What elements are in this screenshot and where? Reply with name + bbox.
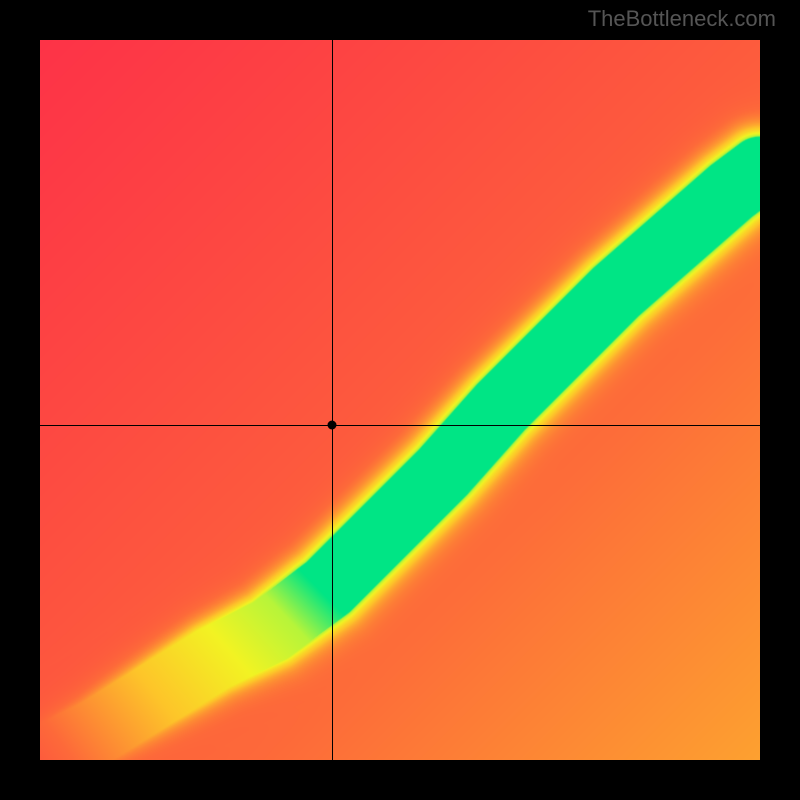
crosshair-horizontal: [40, 425, 760, 426]
crosshair-vertical: [332, 40, 333, 760]
heatmap-canvas: [40, 40, 760, 760]
crosshair-dot: [327, 421, 336, 430]
watermark-text: TheBottleneck.com: [588, 6, 776, 32]
chart-frame: TheBottleneck.com: [0, 0, 800, 800]
plot-area: [40, 40, 760, 760]
